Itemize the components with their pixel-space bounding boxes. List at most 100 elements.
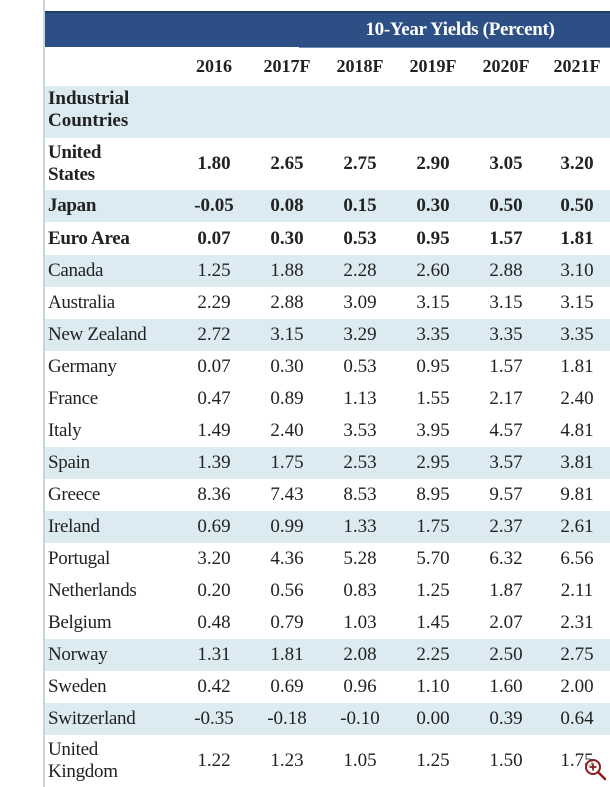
table-cell: 4.81 [560, 420, 594, 441]
table-row-belgium: Belgium 0.48 0.79 1.03 1.45 2.07 2.31 [45, 607, 610, 639]
row-label: Sweden [48, 676, 107, 697]
table-cell: 0.20 [197, 580, 231, 601]
row-label: Belgium [48, 612, 112, 633]
table-cell: 0.50 [560, 195, 594, 216]
table-cell: 5.70 [416, 548, 450, 569]
table-cell: 2.07 [489, 612, 523, 633]
table-cell: 2.25 [416, 644, 450, 665]
table-cell: 0.07 [197, 227, 231, 249]
table-cell: 0.48 [197, 612, 231, 633]
table-cell: 2.88 [489, 260, 523, 281]
row-label: Euro Area [48, 227, 130, 249]
table-cell: 3.15 [270, 324, 304, 345]
table-cell: 2.11 [560, 580, 594, 601]
column-header-2017f: 2017F [263, 56, 311, 76]
table-row-italy: Italy 1.49 2.40 3.53 3.95 4.57 4.81 [45, 415, 610, 447]
table-row-portugal: Portugal 3.20 4.36 5.28 5.70 6.32 6.56 [45, 543, 610, 575]
table-cell: 4.36 [270, 548, 304, 569]
table-cell: 1.05 [343, 750, 377, 771]
table-cell: 0.50 [489, 195, 523, 216]
row-label: Ireland [48, 516, 100, 537]
table-cell: -0.05 [194, 195, 234, 216]
table-cell: 3.15 [489, 292, 523, 313]
row-label: New Zealand [48, 324, 147, 345]
table-cell: 3.10 [560, 260, 594, 281]
row-label: Switzerland [48, 708, 136, 729]
table-cell: 0.99 [270, 516, 304, 537]
table-header-bar: 10-Year Yields (Percent) [45, 11, 610, 47]
table-cell: 0.69 [270, 676, 304, 697]
table-cell: 1.13 [343, 388, 377, 409]
row-label: Italy [48, 420, 82, 441]
table-cell: 0.15 [343, 195, 377, 216]
table-cell: 3.20 [560, 153, 594, 174]
table-cell: 0.53 [343, 227, 377, 249]
table-cell: 8.36 [197, 484, 231, 505]
table-cell: 4.57 [489, 420, 523, 441]
table-title: 10-Year Yields (Percent) [365, 19, 555, 40]
table-cell: 3.81 [560, 452, 594, 473]
row-label: Japan [48, 195, 97, 216]
table-cell: 0.64 [560, 708, 594, 729]
column-headers: 2016 2017F 2018F 2019F 2020F 2021F [45, 48, 610, 86]
table-cell: 0.56 [270, 580, 304, 601]
table-cell: 0.47 [197, 388, 231, 409]
table-cell: 8.53 [343, 484, 377, 505]
row-label: Netherlands [48, 580, 137, 601]
zoom-in-icon[interactable] [583, 757, 607, 781]
table-cell: 2.28 [343, 260, 377, 281]
table-cell: 1.31 [197, 644, 231, 665]
table-row-euro-area: Euro Area 0.07 0.30 0.53 0.95 1.57 1.81 [45, 222, 610, 255]
table-cell: 0.83 [343, 580, 377, 601]
table-cell: 1.87 [489, 580, 523, 601]
table-cell: 9.57 [489, 484, 523, 505]
table-cell: 3.20 [197, 548, 231, 569]
table-cell: 1.88 [270, 260, 304, 281]
table-cell: 2.88 [270, 292, 304, 313]
table-cell: 2.65 [270, 153, 304, 174]
table-row-united-states: United States 1.80 2.65 2.75 2.90 3.05 3.20 [45, 138, 610, 190]
table-row-canada: Canada 1.25 1.88 2.28 2.60 2.88 3.10 [45, 255, 610, 287]
table-cell: 2.72 [197, 324, 231, 345]
table-cell: 9.81 [560, 484, 594, 505]
table-cell: 1.81 [560, 356, 594, 377]
table-cell: -0.18 [267, 708, 307, 729]
section-row-industrial-countries: Industrial Countries [45, 86, 610, 138]
table-cell: 0.53 [343, 356, 377, 377]
table-row-sweden: Sweden 0.42 0.69 0.96 1.10 1.60 2.00 [45, 671, 610, 703]
table-cell: 0.30 [270, 227, 304, 249]
table-cell: 2.29 [197, 292, 231, 313]
table-cell: 1.60 [489, 676, 523, 697]
table-cell: 3.35 [560, 324, 594, 345]
table-cell: -0.35 [194, 708, 234, 729]
table-cell: 0.30 [416, 195, 450, 216]
section-label: Industrial Countries [48, 88, 130, 131]
table-row-greece: Greece 8.36 7.43 8.53 8.95 9.57 9.81 [45, 479, 610, 511]
header-rule [299, 47, 610, 48]
table-cell: 6.56 [560, 548, 594, 569]
column-header-2020f: 2020F [482, 56, 530, 76]
table-cell: 3.35 [489, 324, 523, 345]
table-cell: 3.53 [343, 420, 377, 441]
table-cell: 2.40 [270, 420, 304, 441]
row-label: France [48, 388, 98, 409]
table-cell: 1.75 [270, 452, 304, 473]
table-cell: 0.30 [270, 356, 304, 377]
row-label: Greece [48, 484, 100, 505]
table-cell: 3.57 [489, 452, 523, 473]
table-cell: 1.25 [416, 580, 450, 601]
column-header-2016: 2016 [196, 56, 232, 76]
table-cell: 2.40 [560, 388, 594, 409]
row-label: Germany [48, 356, 117, 377]
column-header-2018f: 2018F [336, 56, 384, 76]
table-cell: 0.69 [197, 516, 231, 537]
table-cell: 1.03 [343, 612, 377, 633]
table-cell: 3.05 [489, 153, 523, 174]
table-cell: 2.17 [489, 388, 523, 409]
table-cell: 2.37 [489, 516, 523, 537]
table-cell: 2.75 [343, 153, 377, 174]
table-row-germany: Germany 0.07 0.30 0.53 0.95 1.57 1.81 [45, 351, 610, 383]
row-label: Portugal [48, 548, 110, 569]
table-row-spain: Spain 1.39 1.75 2.53 2.95 3.57 3.81 [45, 447, 610, 479]
table-cell: 2.60 [416, 260, 450, 281]
